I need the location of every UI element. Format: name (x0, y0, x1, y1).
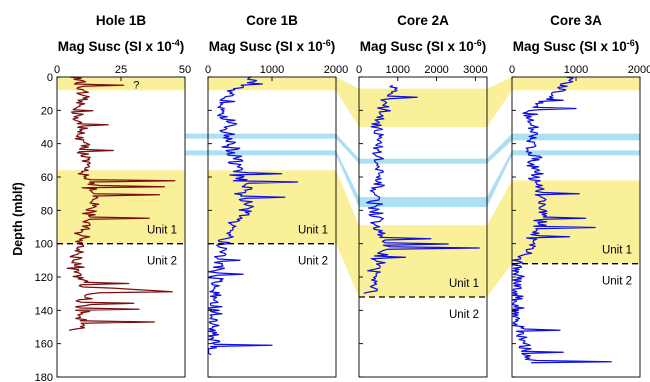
panel-1-axis-title: Mag Susc (SI x 10-4) (58, 38, 185, 54)
ytick-label-5: 80 (41, 205, 53, 217)
panel-3-xtick-label-4: 3000 (463, 64, 487, 76)
panel-1-annotation: ? (133, 80, 139, 92)
panel-4-marker-band-2 (512, 150, 640, 156)
panel-3-frame (358, 76, 488, 378)
panel-2-xtick-label-2: 1000 (260, 64, 284, 76)
panel-2-unit-2-label: Unit 2 (298, 256, 328, 268)
correlation-band-yellow-1 (336, 77, 359, 127)
panel-3-marker-band-2 (359, 197, 487, 207)
panel-3-title: Core 2A (397, 13, 449, 28)
panel-1-unit-highlight-1 (57, 77, 185, 91)
panel-2-xtick-label-1: 0 (205, 64, 211, 76)
panel-3-series-line (363, 84, 480, 294)
panel-4-axis-title: Mag Susc (SI x 10-6) (513, 38, 640, 54)
correlation-band-blue-8 (487, 150, 512, 207)
panel-1-xtick-label-3: 50 (179, 64, 191, 76)
panel-2-marker-band-2 (208, 150, 336, 156)
panel-4-xtick-label-2: 1000 (564, 64, 588, 76)
y-axis-label: Depth (mblf) (11, 182, 25, 256)
panel-4-xtick-label-3: 2000 (628, 64, 650, 76)
ytick-label-10: 180 (35, 372, 53, 382)
panel-3-xtick-label-3: 2000 (424, 64, 448, 76)
panel-3-marker-band-1 (359, 158, 487, 164)
correlation-band-yellow-2 (336, 170, 359, 297)
ytick-label-9: 160 (35, 339, 53, 351)
panel-4-unit-highlight-1 (512, 77, 640, 91)
panel-1-xtick-label-2: 25 (115, 64, 127, 76)
panel-1-unit-1-label: Unit 1 (147, 225, 177, 237)
panel-3-unit-1-label: Unit 1 (449, 278, 479, 290)
correlation-band-blue-10 (185, 150, 208, 156)
ytick-label-6: 100 (35, 239, 53, 251)
panel-4-marker-band-1 (512, 133, 640, 141)
ytick-label-8: 140 (35, 305, 53, 317)
panel-1-unit-highlight-2 (57, 170, 185, 244)
panel-2-xtick-label-3: 2000 (324, 64, 348, 76)
ytick-label-3: 40 (41, 139, 53, 151)
panel-2-axis-title: Mag Susc (SI x 10-6) (209, 38, 336, 54)
correlation-band-yellow-4 (487, 180, 512, 297)
panel-1-title: Hole 1B (96, 13, 147, 28)
panel-1-series-line (66, 76, 176, 331)
panel-3-xtick-label-1: 0 (356, 64, 362, 76)
correlation-band-blue-6 (336, 150, 359, 207)
text-layer: 0 25 50 0 20 40 60 80 100 120 140 160 180 Unit 1 Unit … (11, 13, 650, 382)
correlation-band-blue-7 (487, 133, 512, 164)
panel-2-marker-band-1 (208, 133, 336, 139)
ytick-label-4: 60 (41, 172, 53, 184)
panel-1-xtick-label-1: 0 (54, 64, 60, 76)
panel-4-xtick-label-1: 0 (509, 64, 515, 76)
panel-2-unit-highlight-1 (208, 77, 336, 91)
frame-layer (56, 76, 641, 378)
ytick-label-7: 120 (35, 272, 53, 284)
panel-1-unit-2-label: Unit 2 (147, 256, 177, 268)
panel-2-unit-1-label: Unit 1 (298, 225, 328, 237)
correlation-band-yellow-3 (487, 77, 512, 127)
ytick-label-2: 20 (41, 105, 53, 117)
panel-2-title: Core 1B (246, 13, 298, 28)
correlation-band-blue-5 (336, 133, 359, 164)
panel-4-unit-1-label: Unit 1 (602, 245, 632, 257)
panel-4-title: Core 3A (550, 13, 602, 28)
series-layer (66, 76, 612, 364)
correlation-band-blue-9 (185, 133, 208, 139)
panel-3-unit-2-label: Unit 2 (449, 309, 479, 321)
panel-4-series-line (511, 76, 612, 364)
panel-4-unit-2-label: Unit 2 (602, 276, 632, 288)
panel-3-xtick-label-2: 1000 (386, 64, 410, 76)
panel-3-axis-title: Mag Susc (SI x 10-6) (360, 38, 487, 54)
ytick-label-1: 0 (47, 72, 53, 84)
panel-2-series-line (207, 76, 299, 356)
